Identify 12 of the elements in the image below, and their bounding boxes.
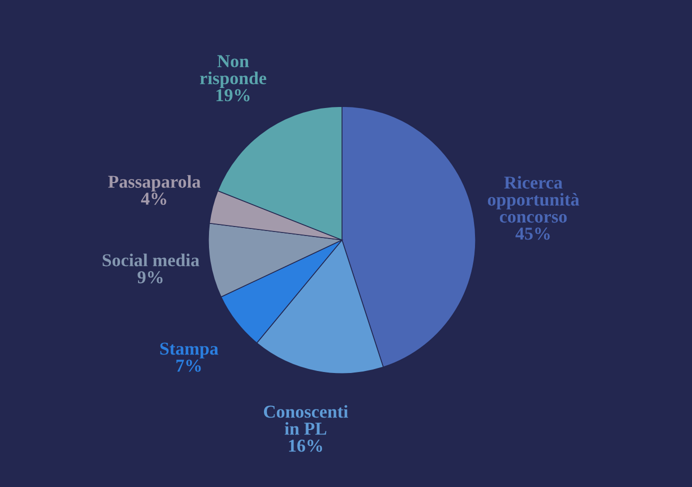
data-label: 4% xyxy=(141,192,166,205)
slice-label: Stampa xyxy=(160,342,218,358)
data-label: 19% xyxy=(216,89,250,102)
slice-label: Conoscenti in PL xyxy=(264,405,348,435)
slice-label: Social media xyxy=(102,254,200,266)
slice-label: Passaparola xyxy=(108,175,201,192)
data-label: 45% xyxy=(516,228,550,240)
slice-label: Ricerca opportunità concorso xyxy=(488,176,580,223)
data-label: 7% xyxy=(176,360,201,372)
slice-label: Non risponde xyxy=(200,55,266,88)
data-label: 16% xyxy=(289,440,322,452)
data-label: 9% xyxy=(138,271,163,284)
